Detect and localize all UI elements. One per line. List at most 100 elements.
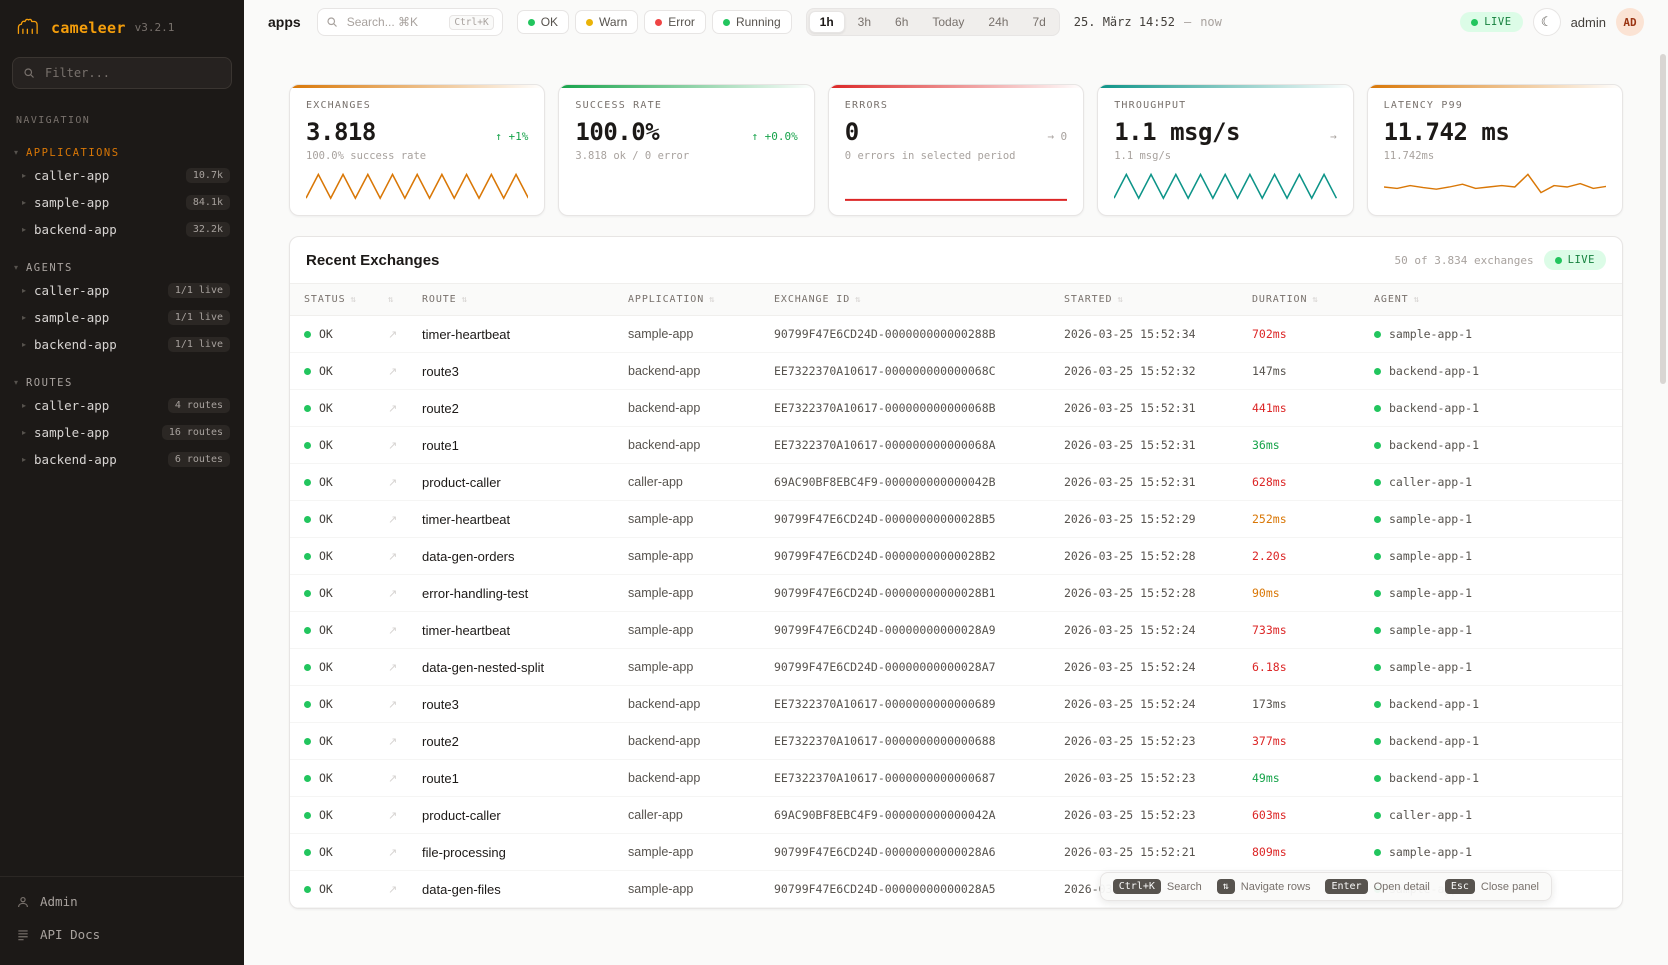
table-body: OK ↗ timer-heartbeat sample-app 90799F47E6CD… [290,316,1622,908]
column-header-application[interactable]: APPLICATION ⇅ [628,294,774,305]
table-row[interactable]: OK ↗ timer-heartbeat sample-app 90799F47E6CD… [290,612,1622,649]
sort-icon: ⇅ [1117,294,1124,305]
sidebar-item-admin[interactable]: Admin [0,885,244,918]
sidebar-item-badge: 6 routes [167,452,230,467]
table-row[interactable]: OK ↗ route2 backend-app EE7322370A10617-0000… [290,390,1622,427]
open-detail-icon: ↗ [388,809,398,822]
sidebar-item-agents-sample-app[interactable]: ▸ sample-app 1/1 live [0,304,244,331]
sidebar-section-header-agents[interactable]: ▾ AGENTS [0,259,244,277]
stat-card-value: 0 [844,118,859,146]
sidebar-section-routes: ▾ ROUTES ▸ caller-app 4 routes ▸ sample-app 16 … [0,374,244,473]
table-row[interactable]: OK ↗ route3 backend-app EE7322370A10617-0000… [290,353,1622,390]
sidebar-item-agents-backend-app[interactable]: ▸ backend-app 1/1 live [0,331,244,358]
status-ok-dot-icon [304,885,311,893]
filter-chip-running[interactable]: Running [711,10,792,34]
table-row[interactable]: OK ↗ file-processing sample-app 90799F47E6CD… [290,834,1622,871]
range-6h[interactable]: 6h [884,11,919,33]
agent-name: backend-app-1 [1389,438,1480,452]
search-input[interactable] [344,14,443,30]
column-header-route[interactable]: ROUTE ⇅ [422,294,628,305]
column-header-status[interactable]: STATUS ⇅ [304,294,388,305]
column-header-agent[interactable]: AGENT ⇅ [1374,294,1608,305]
column-header-exchange-id[interactable]: EXCHANGE ID ⇅ [774,294,1064,305]
column-header-duration[interactable]: DURATION ⇅ [1252,294,1374,305]
status-cell: OK [304,401,388,415]
table-row[interactable]: OK ↗ error-handling-test sample-app 90799F47… [290,575,1622,612]
agent-name: backend-app-1 [1389,697,1480,711]
sidebar-item-badge: 1/1 live [167,310,230,325]
agent-cell: backend-app-1 [1374,771,1608,785]
table-row[interactable]: OK ↗ data-gen-orders sample-app 90799F47E6CD… [290,538,1622,575]
sidebar-filter[interactable] [12,57,232,89]
stat-card-delta: ↑ +1% [495,130,529,143]
moon-icon: ☾ [1540,14,1553,29]
column-header-expand[interactable]: ⇅ [388,295,422,305]
duration-cell: 90ms [1252,586,1280,600]
live-badge[interactable]: LIVE [1460,12,1523,32]
sidebar-item-routes-caller-app[interactable]: ▸ caller-app 4 routes [0,392,244,419]
table-live-badge: LIVE [1543,250,1606,270]
route-cell: product-caller [422,807,501,823]
avatar[interactable]: AD [1616,8,1644,36]
filter-chip-warn[interactable]: Warn [575,10,639,34]
agent-status-dot-icon [1374,811,1381,819]
date-range[interactable]: 25. März 14:52 — now [1074,15,1222,29]
table-row[interactable]: OK ↗ route3 backend-app EE7322370A10617-0000… [290,686,1622,723]
sidebar-item-applications-backend-app[interactable]: ▸ backend-app 32.2k [0,216,244,243]
route-cell: timer-heartbeat [422,511,511,527]
column-header-label: ROUTE [422,294,457,305]
keyboard-hint-open-detail: Enter Open detail [1325,879,1430,894]
table-row[interactable]: OK ↗ route1 backend-app EE7322370A10617-0000… [290,427,1622,464]
status-cell: OK [304,549,388,563]
sidebar-item-routes-backend-app[interactable]: ▸ backend-app 6 routes [0,446,244,473]
open-detail-icon: ↗ [388,698,398,711]
column-header-started[interactable]: STARTED ⇅ [1064,294,1252,305]
status-ok-dot-icon [304,441,311,449]
status-ok-dot-icon [304,626,311,634]
status-ok-dot-icon [304,663,311,671]
table-row[interactable]: OK ↗ route2 backend-app EE7322370A10617-0000… [290,723,1622,760]
range-today[interactable]: Today [921,11,975,33]
agent-cell: caller-app-1 [1374,475,1608,489]
exchange-id-cell: 69AC90BF8EBC4F9-000000000000042A [774,808,996,822]
filter-chip-error[interactable]: Error [644,10,706,34]
range-3h[interactable]: 3h [847,11,882,33]
application-cell: sample-app [628,845,694,859]
range-1h[interactable]: 1h [808,11,845,33]
stat-card-value: 100.0% [575,118,660,146]
table-row[interactable]: OK ↗ timer-heartbeat sample-app 90799F47E6CD… [290,316,1622,353]
range-24h[interactable]: 24h [977,11,1019,33]
search-box[interactable]: Ctrl+K [316,8,503,36]
sidebar-section-header-applications[interactable]: ▾ APPLICATIONS [0,144,244,162]
table-row[interactable]: OK ↗ product-caller caller-app 69AC90BF8EBC4… [290,797,1622,834]
application-cell: sample-app [628,549,694,563]
table-row[interactable]: OK ↗ data-gen-nested-split sample-app 90799F… [290,649,1622,686]
table-row[interactable]: OK ↗ route1 backend-app EE7322370A10617-0000… [290,760,1622,797]
sidebar-item-agents-caller-app[interactable]: ▸ caller-app 1/1 live [0,277,244,304]
sidebar-section-header-routes[interactable]: ▾ ROUTES [0,374,244,392]
api-docs-icon [18,929,28,940]
theme-toggle-button[interactable]: ☾ [1532,8,1561,36]
status-ok-dot-icon [304,700,311,708]
sidebar-item-api-docs[interactable]: API Docs [0,918,244,951]
sidebar-item-applications-sample-app[interactable]: ▸ sample-app 84.1k [0,189,244,216]
agent-status-dot-icon [1374,737,1381,745]
range-7d[interactable]: 7d [1021,11,1056,33]
scrollbar[interactable] [1660,54,1666,384]
filter-chip-ok[interactable]: OK [516,10,570,34]
sidebar-item-badge: 16 routes [161,425,230,440]
sidebar-item-routes-sample-app[interactable]: ▸ sample-app 16 routes [0,419,244,446]
section-label: AGENTS [26,262,73,274]
stat-card-delta: ↑ +0.0% [751,130,798,143]
route-cell: data-gen-orders [422,548,515,564]
table-row[interactable]: OK ↗ product-caller caller-app 69AC90BF8EBC4… [290,464,1622,501]
sidebar-item-label: caller-app [34,168,110,183]
page-title: apps [268,14,301,30]
agent-cell: sample-app-1 [1374,845,1608,859]
logo[interactable]: cameleer v3.2.1 [0,14,244,55]
sidebar-footer: Admin API Docs [0,876,244,951]
sidebar-filter-input[interactable] [43,65,221,81]
table-row[interactable]: OK ↗ timer-heartbeat sample-app 90799F47E6CD… [290,501,1622,538]
sidebar-item-applications-caller-app[interactable]: ▸ caller-app 10.7k [0,162,244,189]
status-ok-dot-icon [304,589,311,597]
